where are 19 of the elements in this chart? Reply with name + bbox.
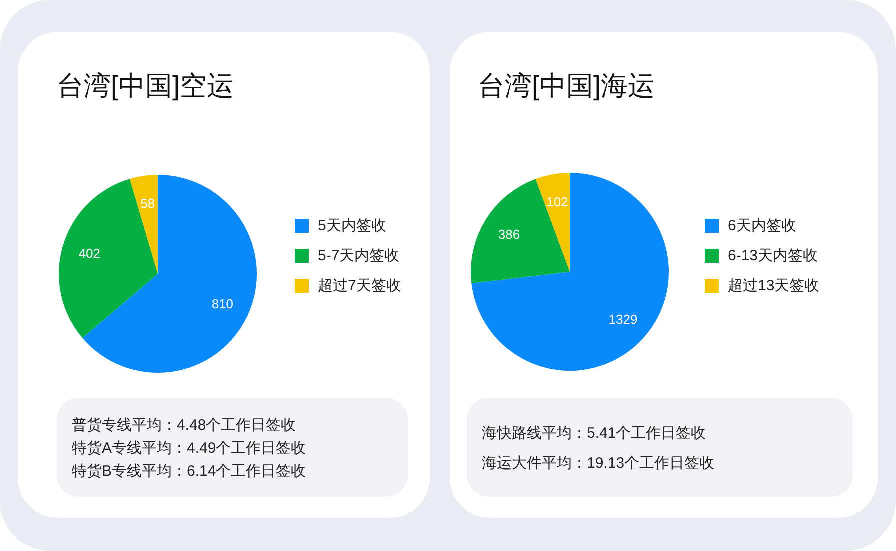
legend-label: 超过7天签收 [318, 278, 402, 294]
data-label: 58 [140, 196, 156, 211]
legend-label: 6天内签收 [728, 218, 796, 234]
legend-label: 超过13天签收 [728, 278, 820, 294]
text: 特货B专线平均：6.14个工作日签收 [72, 463, 306, 480]
chart-title: 台湾[中国]空运 [57, 71, 234, 101]
data-label: 402 [78, 246, 101, 262]
legend-label: 5天内签收 [318, 218, 386, 234]
data-label: 810 [212, 296, 234, 312]
data-label: 102 [546, 194, 568, 210]
text: 特货A专线平均：4.49个工作日签收 [72, 440, 306, 457]
data-label: 386 [498, 227, 520, 242]
legend-label: 6-13天内签收 [728, 248, 818, 264]
text: 普货专线平均：4.48个工作日签收 [72, 417, 296, 434]
text: 海快路线平均：5.41个工作日签收 [482, 425, 706, 442]
legend-label: 5-7天内签收 [318, 248, 400, 264]
text: 海运大件平均：19.13个工作日签收 [482, 455, 715, 472]
data-label: 1329 [608, 312, 638, 327]
chart-title: 台湾[中国]海运 [478, 71, 656, 101]
